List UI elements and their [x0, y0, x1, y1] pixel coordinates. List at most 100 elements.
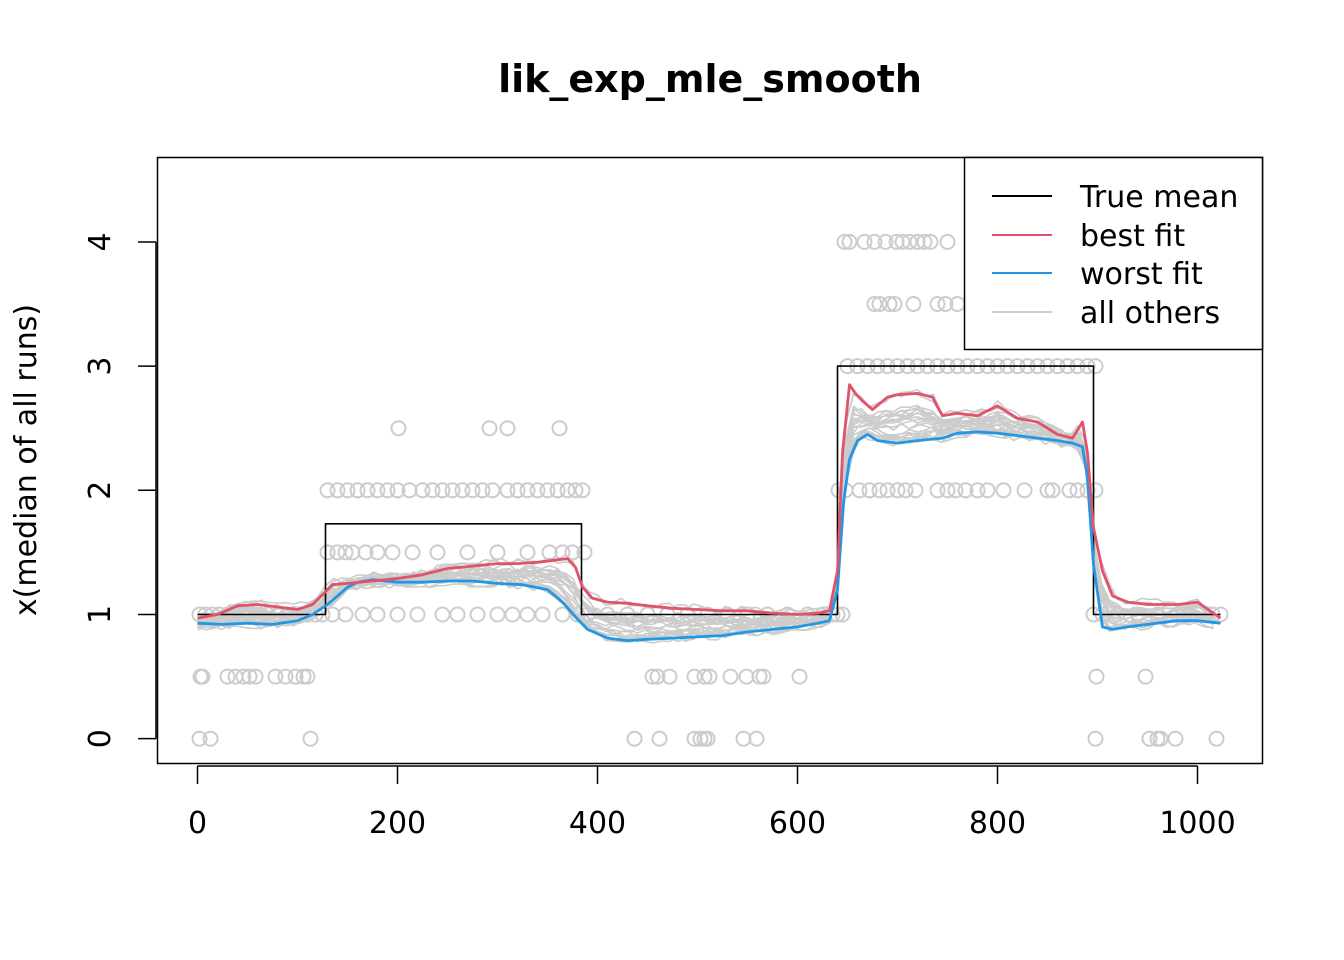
plot-frame — [156, 156, 1264, 765]
legend: True mean best fit worst fit all others — [963, 156, 1264, 351]
y-tick-label: 0 — [83, 729, 118, 748]
observation-point — [836, 233, 853, 250]
other-run-line — [197, 415, 1214, 628]
observation-point — [735, 730, 752, 747]
observation-point — [922, 233, 939, 250]
observation-point — [474, 482, 491, 499]
observation-point — [1044, 482, 1061, 499]
observation-point — [194, 668, 211, 685]
observation-point — [1137, 668, 1154, 685]
observation-point — [979, 482, 996, 499]
observation-point — [861, 482, 878, 499]
observation-point — [539, 482, 556, 499]
observation-point — [1069, 482, 1086, 499]
observation-point — [324, 606, 341, 623]
x-tick-label: 600 — [769, 806, 826, 841]
y-tick-label: 3 — [83, 357, 118, 376]
observation-point — [889, 482, 906, 499]
observation-point — [319, 482, 336, 499]
other-run-line — [197, 421, 1214, 632]
observation-point — [329, 482, 346, 499]
observation-point — [541, 544, 558, 561]
observation-point — [916, 233, 933, 250]
legend-label-true-mean: True mean — [1079, 180, 1238, 215]
observation-point — [564, 544, 581, 561]
observation-point — [751, 668, 768, 685]
observation-point — [534, 606, 551, 623]
observation-point — [692, 730, 709, 747]
legend-label-all-others: all others — [1080, 296, 1220, 331]
observation-point — [1088, 668, 1105, 685]
observation-point — [434, 482, 451, 499]
x-tick-label: 0 — [188, 806, 207, 841]
observation-point — [379, 482, 396, 499]
observation-point — [881, 296, 898, 312]
observation-point — [738, 668, 755, 685]
observation-point — [241, 668, 258, 685]
y-tick-label: 2 — [83, 481, 118, 500]
observation-point — [529, 482, 546, 499]
best-fit-line — [197, 383, 1222, 620]
observation-point — [404, 544, 421, 561]
observation-point — [489, 544, 506, 561]
observation-point — [454, 482, 471, 499]
observation-point — [499, 482, 516, 499]
observation-point — [414, 482, 431, 499]
observation-point — [722, 668, 739, 685]
observation-point — [905, 296, 922, 312]
observation-point — [576, 544, 593, 561]
observation-point — [409, 606, 426, 623]
observation-point — [696, 668, 713, 685]
observation-point — [937, 296, 954, 312]
observation-point — [551, 420, 568, 437]
observation-point — [389, 606, 406, 623]
observation-point — [459, 544, 476, 561]
legend-label-worst-fit: worst fit — [1080, 257, 1203, 292]
observation-point — [337, 606, 354, 623]
observation-point — [1016, 482, 1033, 499]
observation-point — [1208, 730, 1225, 747]
x-tick-label: 400 — [569, 806, 626, 841]
observation-point — [856, 233, 873, 250]
observation-point — [384, 544, 401, 561]
observation-point — [235, 668, 252, 685]
observation-point — [649, 668, 666, 685]
other-run-line — [197, 417, 1214, 628]
observation-point — [434, 606, 451, 623]
other-run-line — [197, 422, 1214, 634]
observation-point — [907, 482, 924, 499]
observation-point — [337, 544, 354, 561]
observation-point — [886, 296, 903, 312]
observation-point — [302, 730, 319, 747]
observation-point — [549, 482, 566, 499]
observation-point — [1087, 730, 1104, 747]
main-series-lines — [197, 365, 1222, 642]
observation-point — [644, 668, 661, 685]
observation-point — [389, 482, 406, 499]
observation-point — [877, 233, 894, 250]
observation-point — [369, 606, 386, 623]
observation-point — [661, 668, 678, 685]
observation-point — [390, 420, 407, 437]
legend-box — [963, 156, 1264, 351]
observation-point — [897, 482, 914, 499]
true-mean-line — [197, 365, 1221, 616]
observation-point — [929, 482, 946, 499]
observation-point — [277, 668, 294, 685]
observation-point — [357, 544, 374, 561]
observation-point — [469, 606, 486, 623]
observation-point — [957, 482, 974, 499]
observation-point — [969, 482, 986, 499]
observation-point — [519, 544, 536, 561]
x-tick-label: 200 — [369, 806, 426, 841]
observation-point — [359, 482, 376, 499]
observation-point — [567, 482, 584, 499]
observation-point — [755, 668, 772, 685]
other-runs-lines — [197, 389, 1215, 644]
observation-point — [484, 482, 501, 499]
observation-point — [748, 730, 765, 747]
observation-point — [519, 606, 536, 623]
other-run-line — [197, 423, 1214, 639]
y-axis: 0 1 2 3 4 — [83, 232, 157, 748]
